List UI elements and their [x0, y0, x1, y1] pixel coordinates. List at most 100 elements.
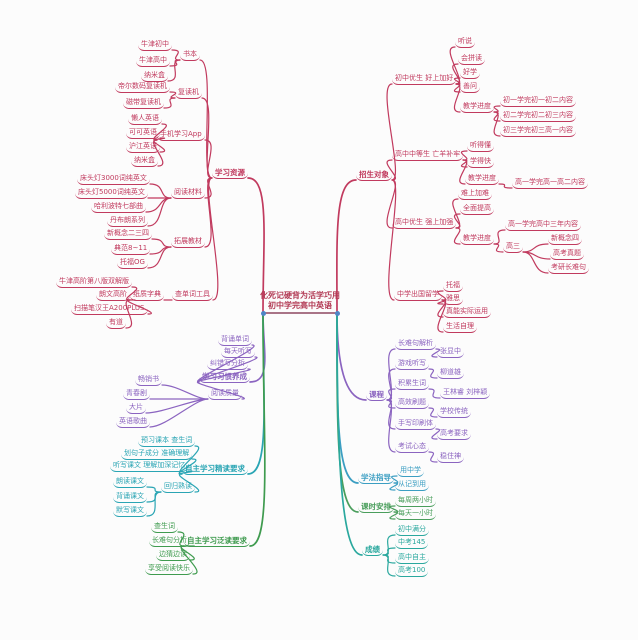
mindmap-node[interactable]: 纠错写分析 — [207, 359, 248, 370]
mindmap-node[interactable]: 朗文高阶 — [96, 290, 130, 301]
mindmap-node[interactable]: 背诵单词 — [218, 335, 252, 346]
mindmap-node[interactable]: 阅读质量 — [208, 389, 242, 400]
mindmap-node[interactable]: 懒人英语 — [128, 114, 162, 125]
mindmap-node[interactable]: 高考真题 — [550, 249, 584, 260]
mindmap-node[interactable]: 初二学完初二初三内容 — [500, 111, 576, 122]
mindmap-node[interactable]: 积累生词 — [395, 379, 429, 390]
mindmap-node[interactable]: 教学进度 — [465, 174, 499, 185]
mindmap-node[interactable]: 划句子成分 准确理解 — [121, 449, 193, 460]
mindmap-node[interactable]: 考研长难句 — [548, 263, 589, 274]
collapse-dot-right[interactable] — [334, 310, 340, 316]
mindmap-node[interactable]: 典范8~11 — [111, 244, 151, 255]
mindmap-node[interactable]: 英语歌曲 — [116, 417, 150, 428]
mindmap-node[interactable]: 床头灯5000词纯英文 — [75, 188, 148, 199]
mindmap-node[interactable]: 难上加难 — [458, 189, 492, 200]
mindmap-node[interactable]: 考试心态 — [395, 442, 429, 453]
branch-topic[interactable]: 学习习惯养成 — [199, 372, 250, 383]
mindmap-node[interactable]: 生活自理 — [443, 322, 477, 333]
mindmap-node[interactable]: 托福 — [443, 281, 463, 292]
mindmap-node[interactable]: 用中学 — [397, 466, 424, 477]
mindmap-node[interactable]: 中学出国留学 — [394, 290, 442, 301]
mindmap-node[interactable]: 张显中 — [437, 347, 464, 358]
mindmap-node[interactable]: 查生词 — [151, 522, 178, 533]
mindmap-node[interactable]: 初中优生 好上加好 — [392, 74, 457, 85]
mindmap-node[interactable]: 拓展教材 — [171, 237, 205, 248]
branch-topic[interactable]: 自主学习精读要求 — [182, 464, 248, 475]
mindmap-node[interactable]: 手写印刷体 — [395, 419, 436, 430]
branch-topic[interactable]: 学法指导 — [358, 473, 394, 484]
branch-topic[interactable]: 课时安排 — [358, 502, 394, 513]
mindmap-node[interactable]: 会拼读 — [458, 54, 485, 65]
mindmap-node[interactable]: 青春剧 — [123, 389, 150, 400]
mindmap-node[interactable]: 边猜边读 — [156, 550, 190, 561]
mindmap-node[interactable]: 回归熟读 — [161, 482, 195, 493]
mindmap-node[interactable]: 王林睿 刘梓颖 — [440, 388, 491, 399]
mindmap-node[interactable]: 初中满分 — [395, 525, 429, 536]
mindmap-node[interactable]: 听说 — [455, 37, 475, 48]
mindmap-node[interactable]: 牛津高阶第八版双解版 — [56, 277, 132, 288]
mindmap-node[interactable]: 长难句分析 — [149, 536, 190, 547]
mindmap-node[interactable]: 全面提高 — [460, 204, 494, 215]
mindmap-node[interactable]: 纸质字典 — [130, 290, 164, 301]
mindmap-node[interactable]: 牛津初中 — [138, 40, 172, 51]
mindmap-node[interactable]: 默写课文 — [113, 506, 147, 517]
mindmap-node[interactable]: 每天一小时 — [395, 509, 436, 520]
mindmap-node[interactable]: 每周两小时 — [395, 496, 436, 507]
mindmap-node[interactable]: 长难句解析 — [395, 339, 436, 350]
mindmap-node[interactable]: 复读机 — [175, 88, 202, 99]
mindmap-node[interactable]: 高中中等生 亡羊补牢 — [392, 150, 464, 161]
mindmap-node[interactable]: 游戏听写 — [395, 359, 429, 370]
mindmap-node[interactable]: 帝尔数码复读机 — [115, 82, 170, 93]
mindmap-node[interactable]: 床头灯3000词纯英文 — [77, 174, 150, 185]
mindmap-node[interactable]: 高三 — [503, 242, 523, 253]
mindmap-node[interactable]: 朗读课文 — [113, 477, 147, 488]
mindmap-node[interactable]: 高效刷题 — [395, 398, 429, 409]
mindmap-node[interactable]: 丹布朗系列 — [107, 216, 148, 227]
mindmap-node[interactable]: 沪江英语 — [126, 142, 160, 153]
mindmap-node[interactable]: 高中自主 — [395, 553, 429, 564]
central-topic[interactable]: 化死记硬背为活学巧用 初中学完高中英语 — [256, 291, 344, 311]
mindmap-node[interactable]: 初三学完初三高一内容 — [500, 126, 576, 137]
mindmap-node[interactable]: 学校传统 — [437, 407, 471, 418]
mindmap-node[interactable]: 预习课本 查生词 — [138, 436, 196, 447]
mindmap-node[interactable]: 学得快 — [467, 157, 494, 168]
mindmap-node[interactable]: 扫描笔汉王A200PLUS — [71, 304, 148, 315]
branch-topic[interactable]: 成绩 — [362, 545, 383, 556]
mindmap-node[interactable]: 高考要求 — [437, 429, 471, 440]
mindmap-node[interactable]: 真能实际运用 — [443, 307, 491, 318]
mindmap-node[interactable]: 好学 — [460, 68, 480, 79]
mindmap-node[interactable]: 纳米盒 — [131, 156, 158, 167]
mindmap-node[interactable]: 听得懂 — [467, 141, 494, 152]
mindmap-node[interactable]: 托福OG — [117, 258, 148, 269]
mindmap-node[interactable]: 中考145 — [395, 538, 429, 549]
mindmap-node[interactable]: 有道 — [106, 318, 126, 329]
branch-topic[interactable]: 学习资源 — [212, 168, 248, 179]
branch-topic[interactable]: 招生对象 — [356, 170, 392, 181]
collapse-dot-left[interactable] — [260, 310, 266, 316]
mindmap-node[interactable]: 大片 — [126, 403, 146, 414]
mindmap-node[interactable]: 听写课文 理解加深记忆 — [110, 461, 189, 472]
mindmap-node[interactable]: 牛津高中 — [136, 56, 170, 67]
mindmap-node[interactable]: 磁带复读机 — [123, 98, 164, 109]
mindmap-node[interactable]: 背诵课文 — [113, 492, 147, 503]
mindmap-node[interactable]: 初一学完初一初二内容 — [500, 96, 576, 107]
mindmap-node[interactable]: 书本 — [180, 50, 200, 61]
mindmap-node[interactable]: 稳住神 — [437, 452, 464, 463]
mindmap-node[interactable]: 高一学完高中三年内容 — [505, 220, 581, 231]
mindmap-node[interactable]: 从记到用 — [395, 480, 429, 491]
mindmap-node[interactable]: 教学进度 — [460, 102, 494, 113]
mindmap-node[interactable]: 畅销书 — [135, 375, 162, 386]
mindmap-node[interactable]: 雅思 — [443, 294, 463, 305]
mindmap-node[interactable]: 可可英语 — [126, 128, 160, 139]
mindmap-node[interactable]: 每天听写 — [221, 347, 255, 358]
mindmap-node[interactable]: 高中优生 强上加强 — [392, 218, 457, 229]
mindmap-node[interactable]: 手机学习App — [157, 130, 205, 141]
mindmap-node[interactable]: 柳道雄 — [437, 368, 464, 379]
mindmap-node[interactable]: 新概念四 — [548, 234, 582, 245]
mindmap-node[interactable]: 查单词工具 — [172, 290, 213, 301]
branch-topic[interactable]: 课程 — [366, 390, 387, 401]
mindmap-node[interactable]: 教学进度 — [460, 234, 494, 245]
mindmap-node[interactable]: 善问 — [460, 82, 480, 93]
mindmap-node[interactable]: 高考100 — [395, 566, 429, 577]
mindmap-node[interactable]: 新概念二三四 — [104, 229, 152, 240]
